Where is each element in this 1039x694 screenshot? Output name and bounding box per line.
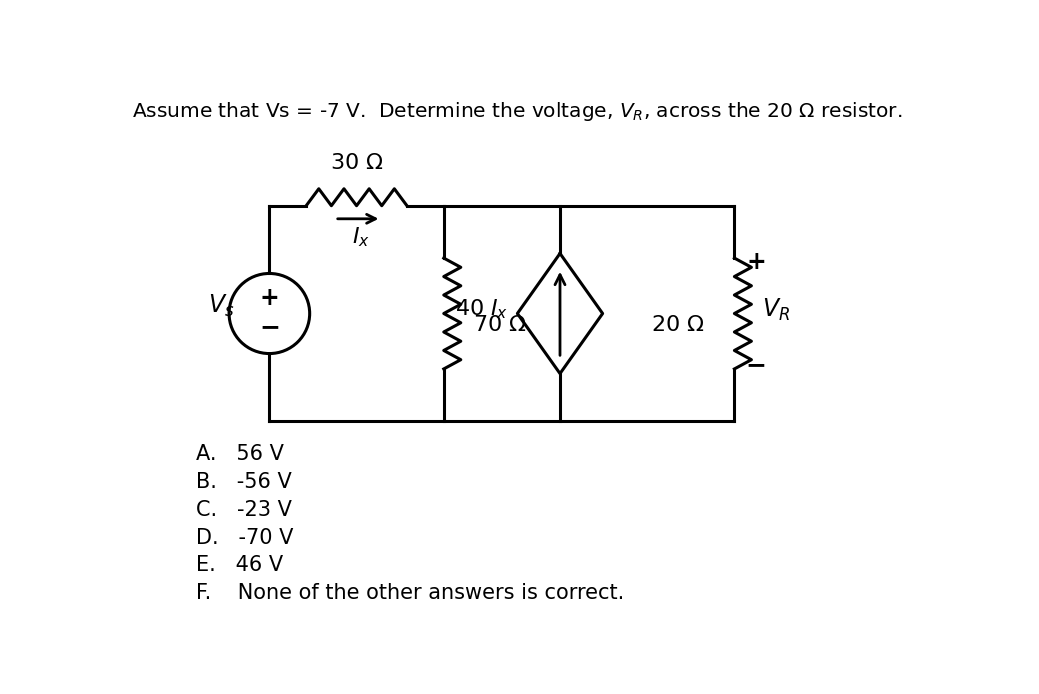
Text: −: − [746, 353, 767, 377]
Text: D.   -70 V: D. -70 V [195, 527, 293, 548]
Text: 20 $\Omega$: 20 $\Omega$ [651, 315, 704, 335]
Text: 70 $\Omega$: 70 $\Omega$ [473, 315, 527, 335]
Text: F.    None of the other answers is correct.: F. None of the other answers is correct. [195, 583, 624, 603]
Text: 40 $I_x$: 40 $I_x$ [455, 298, 508, 321]
Text: A.   56 V: A. 56 V [195, 444, 284, 464]
Text: −: − [259, 315, 279, 339]
Text: Assume that Vs = -7 V.  Determine the voltage, $V_R$, across the 20 $\Omega$ res: Assume that Vs = -7 V. Determine the vol… [132, 100, 903, 124]
Text: $I_x$: $I_x$ [351, 225, 370, 248]
Text: C.   -23 V: C. -23 V [195, 500, 292, 520]
Text: E.   46 V: E. 46 V [195, 555, 283, 575]
Text: 30 $\Omega$: 30 $\Omega$ [329, 153, 383, 174]
Text: +: + [746, 250, 766, 274]
Text: $V_R$: $V_R$ [762, 296, 790, 323]
Text: +: + [260, 286, 279, 310]
Text: $V_s$: $V_s$ [208, 293, 235, 319]
Text: B.   -56 V: B. -56 V [195, 472, 292, 492]
